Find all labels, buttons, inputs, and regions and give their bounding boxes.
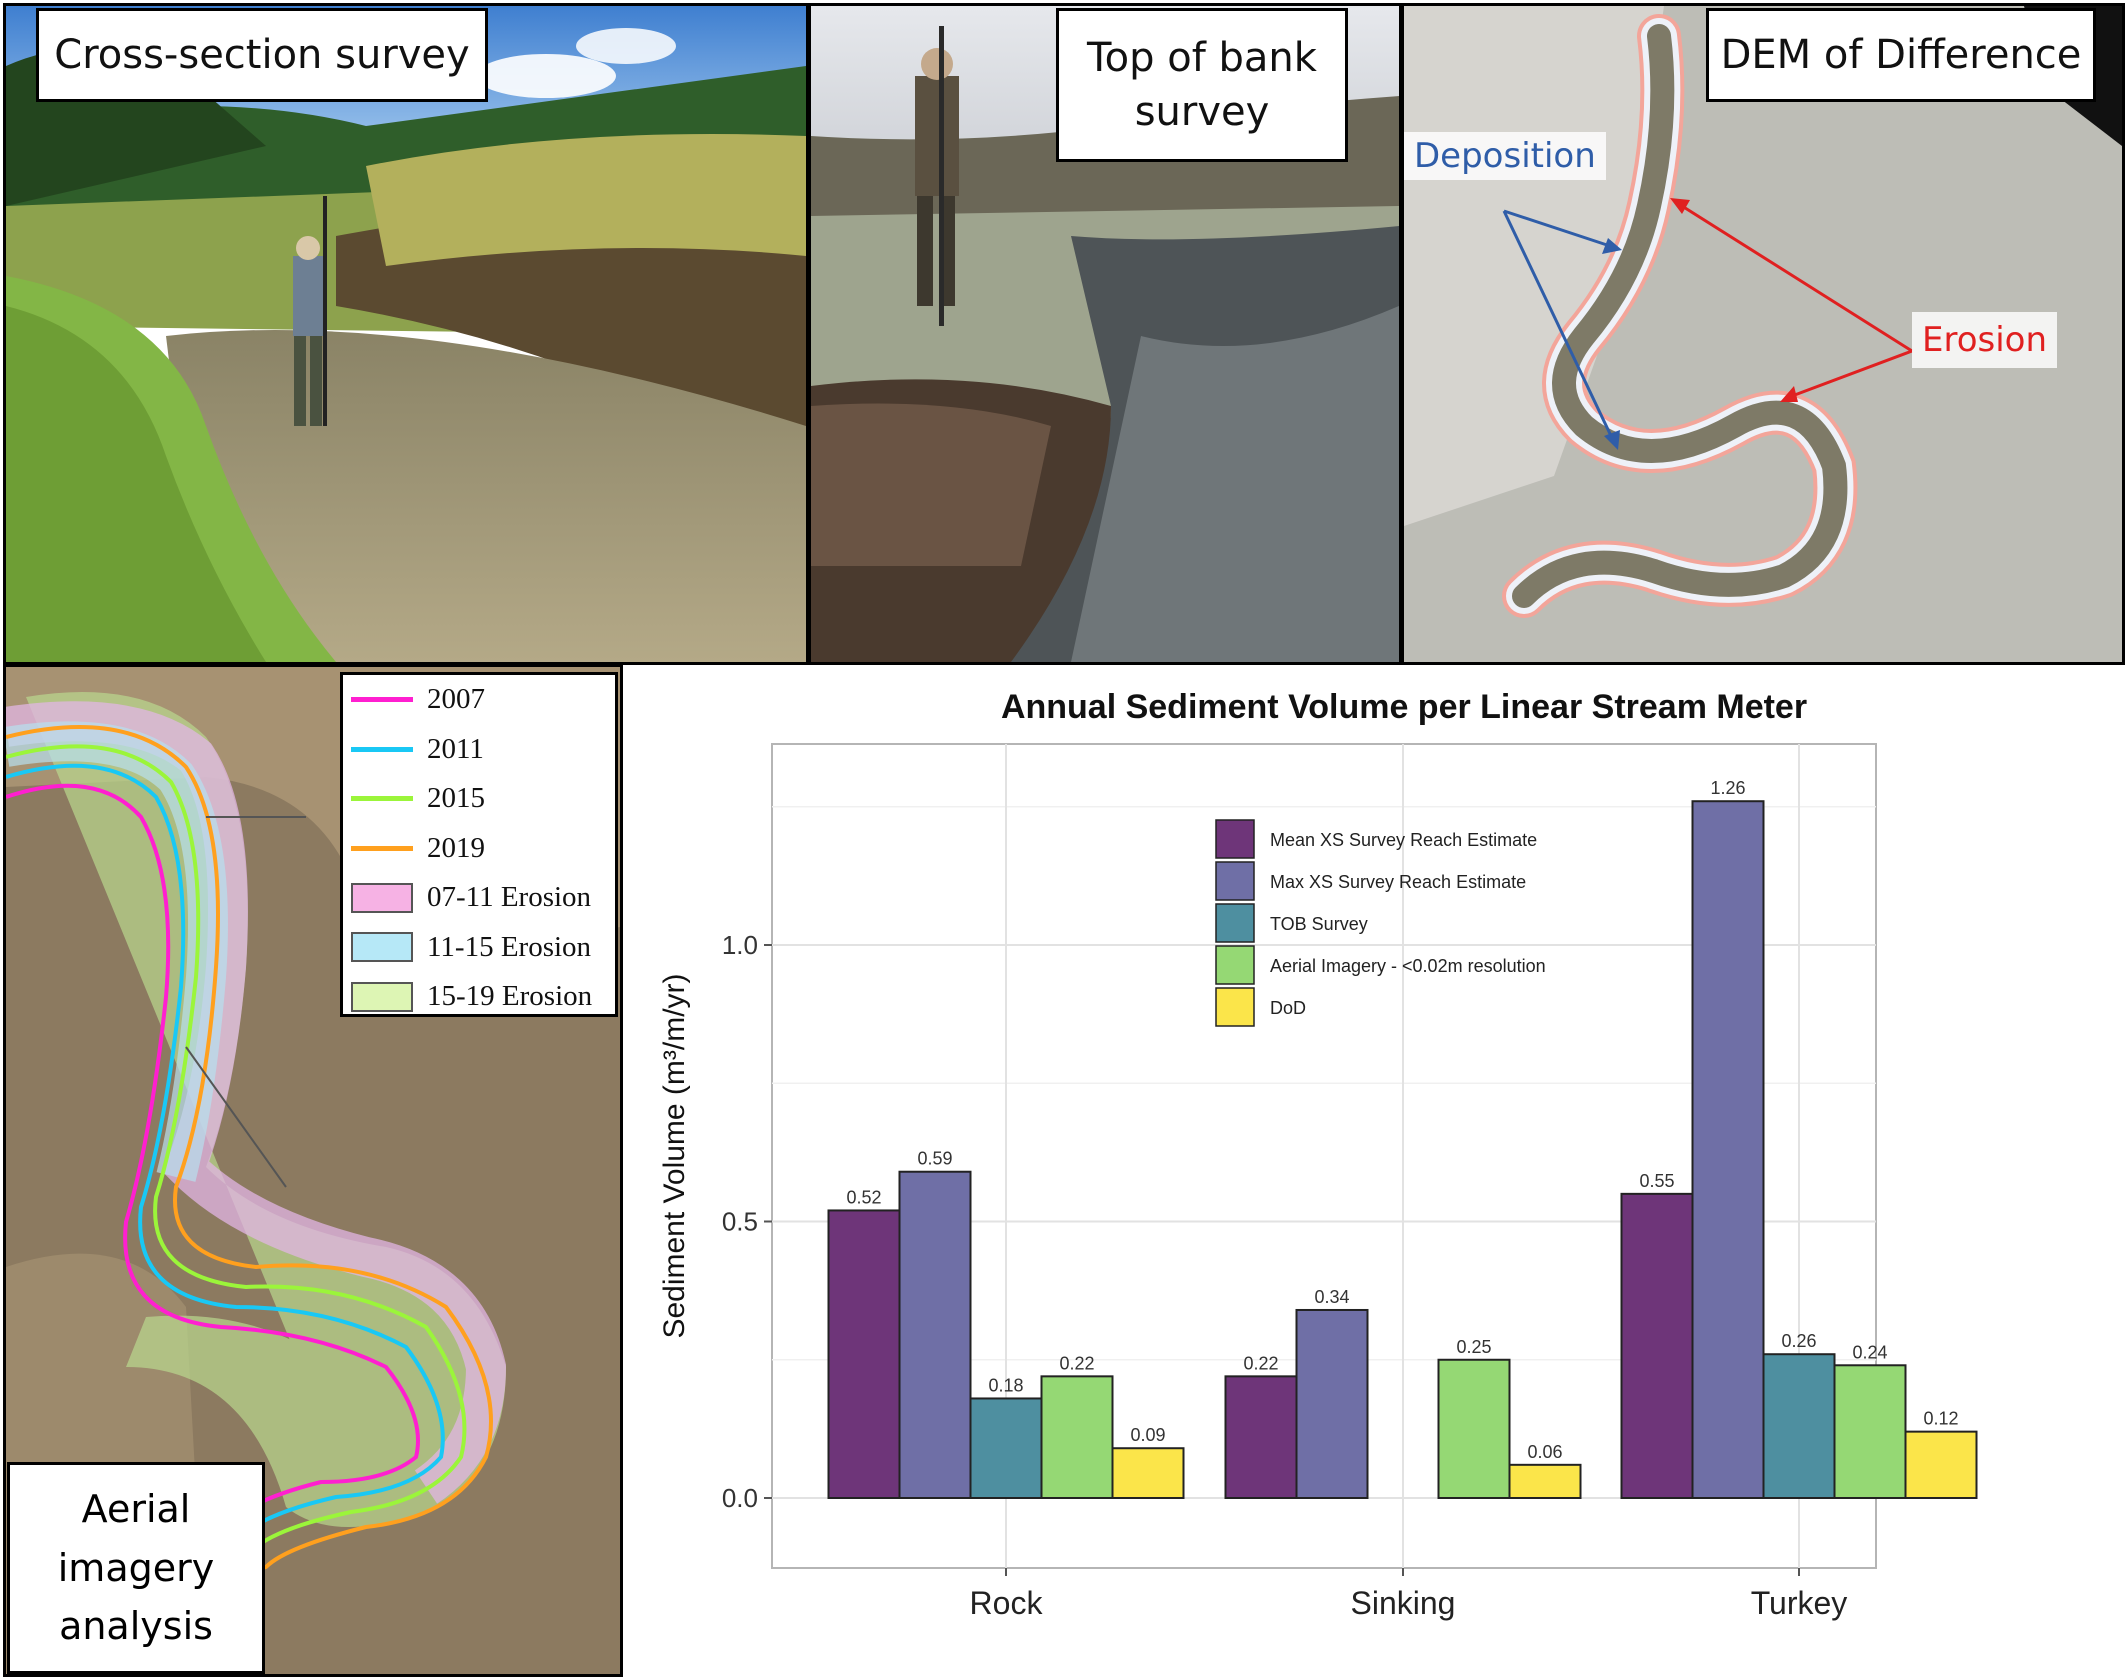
- top-of-bank-caption-line1: Top of bank: [1087, 35, 1317, 81]
- bar-value-label: 0.06: [1527, 1442, 1562, 1462]
- bar: [1295, 1308, 1369, 1499]
- axes: 0.0 0.5 1.0 Rock Sinking Turkey: [722, 930, 1847, 1621]
- cross-section-caption: Cross-section survey: [36, 8, 488, 102]
- legend-item-07-11-erosion: 07-11 Erosion: [343, 873, 615, 923]
- bar-value-label: 0.12: [1923, 1409, 1958, 1429]
- sediment-bar-chart: Annual Sediment Volume per Linear Stream…: [658, 688, 1978, 1621]
- y-tick-label: 1.0: [722, 930, 758, 960]
- legend-item-2011: 2011: [343, 725, 615, 775]
- chart-legend-swatch: [1215, 987, 1255, 1027]
- bar-value-label: 0.34: [1314, 1287, 1349, 1307]
- bar-value-label: 0.59: [917, 1149, 952, 1169]
- bar: [1508, 1463, 1582, 1500]
- aerial-caption: Aerial imagery analysis: [7, 1462, 265, 1674]
- bar-layer: [827, 800, 1978, 1500]
- legend-label-2019: 2019: [427, 831, 485, 864]
- legend-item-11-15-erosion: 11-15 Erosion: [343, 923, 615, 973]
- bar: [1040, 1375, 1114, 1500]
- value-labels: 0.52 0.59 0.18 0.22 0.09 0.22 0.34 0.25 0.06 0.55…: [846, 778, 1958, 1462]
- dem-of-difference-map: Deposition Erosion: [1401, 3, 2125, 665]
- legend-label-2007: 2007: [427, 683, 485, 716]
- x-tick-label: Sinking: [1351, 1585, 1456, 1621]
- legend-swatch-07-11-erosion: [351, 882, 413, 913]
- legend-swatch-2011: [351, 746, 413, 752]
- chart-title: Annual Sediment Volume per Linear Stream…: [1001, 688, 1807, 726]
- legend-label-07-11-erosion: 07-11 Erosion: [427, 881, 592, 914]
- bar-value-label: 0.22: [1243, 1353, 1278, 1373]
- legend-item-2019: 2019: [343, 824, 615, 874]
- aerial-caption-line2: imagery: [57, 1545, 215, 1590]
- legend-swatch-2019: [351, 845, 413, 851]
- chart-legend-label: Max XS Survey Reach Estimate: [1270, 872, 1526, 892]
- aerial-caption-line3: analysis: [59, 1604, 213, 1649]
- bar-value-label: 0.26: [1781, 1331, 1816, 1351]
- bar-value-label: 0.25: [1456, 1337, 1491, 1357]
- top-of-bank-caption-line2: survey: [1134, 89, 1270, 135]
- y-tick-label: 0.5: [722, 1207, 758, 1237]
- bar-value-label: 0.09: [1130, 1425, 1165, 1445]
- bar: [1691, 800, 1765, 1500]
- cross-section-scene: [6, 6, 806, 662]
- bar-value-label: 0.22: [1059, 1353, 1094, 1373]
- chart-legend-label: DoD: [1270, 998, 1306, 1018]
- chart-legend-label: TOB Survey: [1270, 914, 1368, 934]
- legend-swatch-2007: [351, 697, 413, 703]
- chart-legend-swatch: [1215, 819, 1255, 859]
- aerial-legend: 2007 2011 2015 2019 07-11 Erosion 11-15 …: [340, 672, 618, 1017]
- bar-value-label: 0.24: [1852, 1342, 1887, 1362]
- legend-item-15-19-erosion: 15-19 Erosion: [343, 972, 615, 1022]
- top-of-bank-caption: Top of bank survey: [1056, 8, 1348, 162]
- legend-swatch-15-19-erosion: [351, 981, 413, 1012]
- bar: [969, 1397, 1043, 1500]
- legend-label-2011: 2011: [427, 732, 484, 765]
- deposition-label: Deposition: [1404, 132, 1606, 180]
- x-tick-label: Rock: [970, 1585, 1044, 1621]
- bar-value-label: 1.26: [1710, 778, 1745, 798]
- chart-legend-label: Aerial Imagery - <0.02m resolution: [1270, 956, 1546, 976]
- legend-label-11-15-erosion: 11-15 Erosion: [427, 930, 592, 963]
- legend-item-2015: 2015: [343, 774, 615, 824]
- dem-caption: DEM of Difference: [1706, 8, 2096, 102]
- chart-legend-swatch: [1215, 945, 1255, 985]
- bar: [1833, 1364, 1907, 1500]
- bar: [1224, 1375, 1298, 1500]
- chart-legend: Mean XS Survey Reach Estimate Max XS Surv…: [1215, 819, 1546, 1027]
- erosion-label: Erosion: [1912, 312, 2058, 368]
- chart-legend-swatch: [1215, 903, 1255, 943]
- bar: [1111, 1447, 1185, 1499]
- dem-caption-text: DEM of Difference: [1720, 32, 2082, 78]
- legend-label-2015: 2015: [427, 782, 485, 815]
- chart-legend-label: Mean XS Survey Reach Estimate: [1270, 830, 1537, 850]
- bar: [898, 1170, 972, 1499]
- y-axis-label: Sediment Volume (m³/m/yr): [658, 973, 691, 1338]
- aerial-caption-line1: Aerial: [81, 1486, 191, 1531]
- chart-legend-swatch: [1215, 861, 1255, 901]
- bar-value-label: 0.18: [988, 1375, 1023, 1395]
- top-of-bank-scene: [811, 6, 1399, 662]
- legend-swatch-11-15-erosion: [351, 932, 413, 963]
- legend-label-15-19-erosion: 15-19 Erosion: [427, 980, 593, 1013]
- y-tick-label: 0.0: [722, 1483, 758, 1513]
- bar: [1762, 1353, 1836, 1499]
- bar: [827, 1209, 901, 1499]
- cross-section-caption-text: Cross-section survey: [54, 32, 470, 78]
- legend-swatch-2015: [351, 796, 413, 802]
- cross-section-survey-photo: [3, 3, 809, 665]
- bar: [1437, 1358, 1511, 1499]
- bar-value-label: 0.55: [1639, 1171, 1674, 1191]
- bar-value-label: 0.52: [846, 1187, 881, 1207]
- bar: [1620, 1192, 1694, 1499]
- top-of-bank-survey-photo: [808, 3, 1402, 665]
- x-tick-label: Turkey: [1751, 1585, 1848, 1621]
- legend-item-2007: 2007: [343, 675, 615, 725]
- bar: [1904, 1430, 1978, 1500]
